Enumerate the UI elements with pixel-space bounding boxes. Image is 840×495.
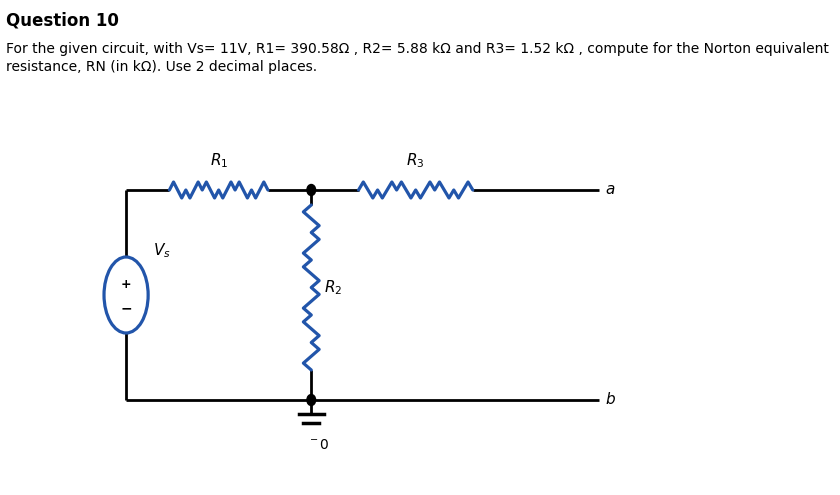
- Text: $R_1$: $R_1$: [209, 151, 228, 170]
- Text: a: a: [605, 183, 615, 198]
- Text: $R_3$: $R_3$: [407, 151, 425, 170]
- Text: +: +: [121, 278, 131, 291]
- Text: For the given circuit, with Vs= 11V, R1= 390.58Ω , R2= 5.88 kΩ and R3= 1.52 kΩ ,: For the given circuit, with Vs= 11V, R1=…: [7, 42, 829, 56]
- Text: −: −: [120, 301, 132, 315]
- Text: b: b: [605, 393, 615, 407]
- Text: $^-$0: $^-$0: [307, 438, 329, 452]
- Circle shape: [307, 185, 316, 196]
- Text: resistance, RN (in kΩ). Use 2 decimal places.: resistance, RN (in kΩ). Use 2 decimal pl…: [7, 60, 318, 74]
- Circle shape: [307, 395, 316, 405]
- Text: $R_2$: $R_2$: [324, 278, 342, 297]
- Text: $V_s$: $V_s$: [153, 242, 171, 260]
- Text: Question 10: Question 10: [7, 12, 119, 30]
